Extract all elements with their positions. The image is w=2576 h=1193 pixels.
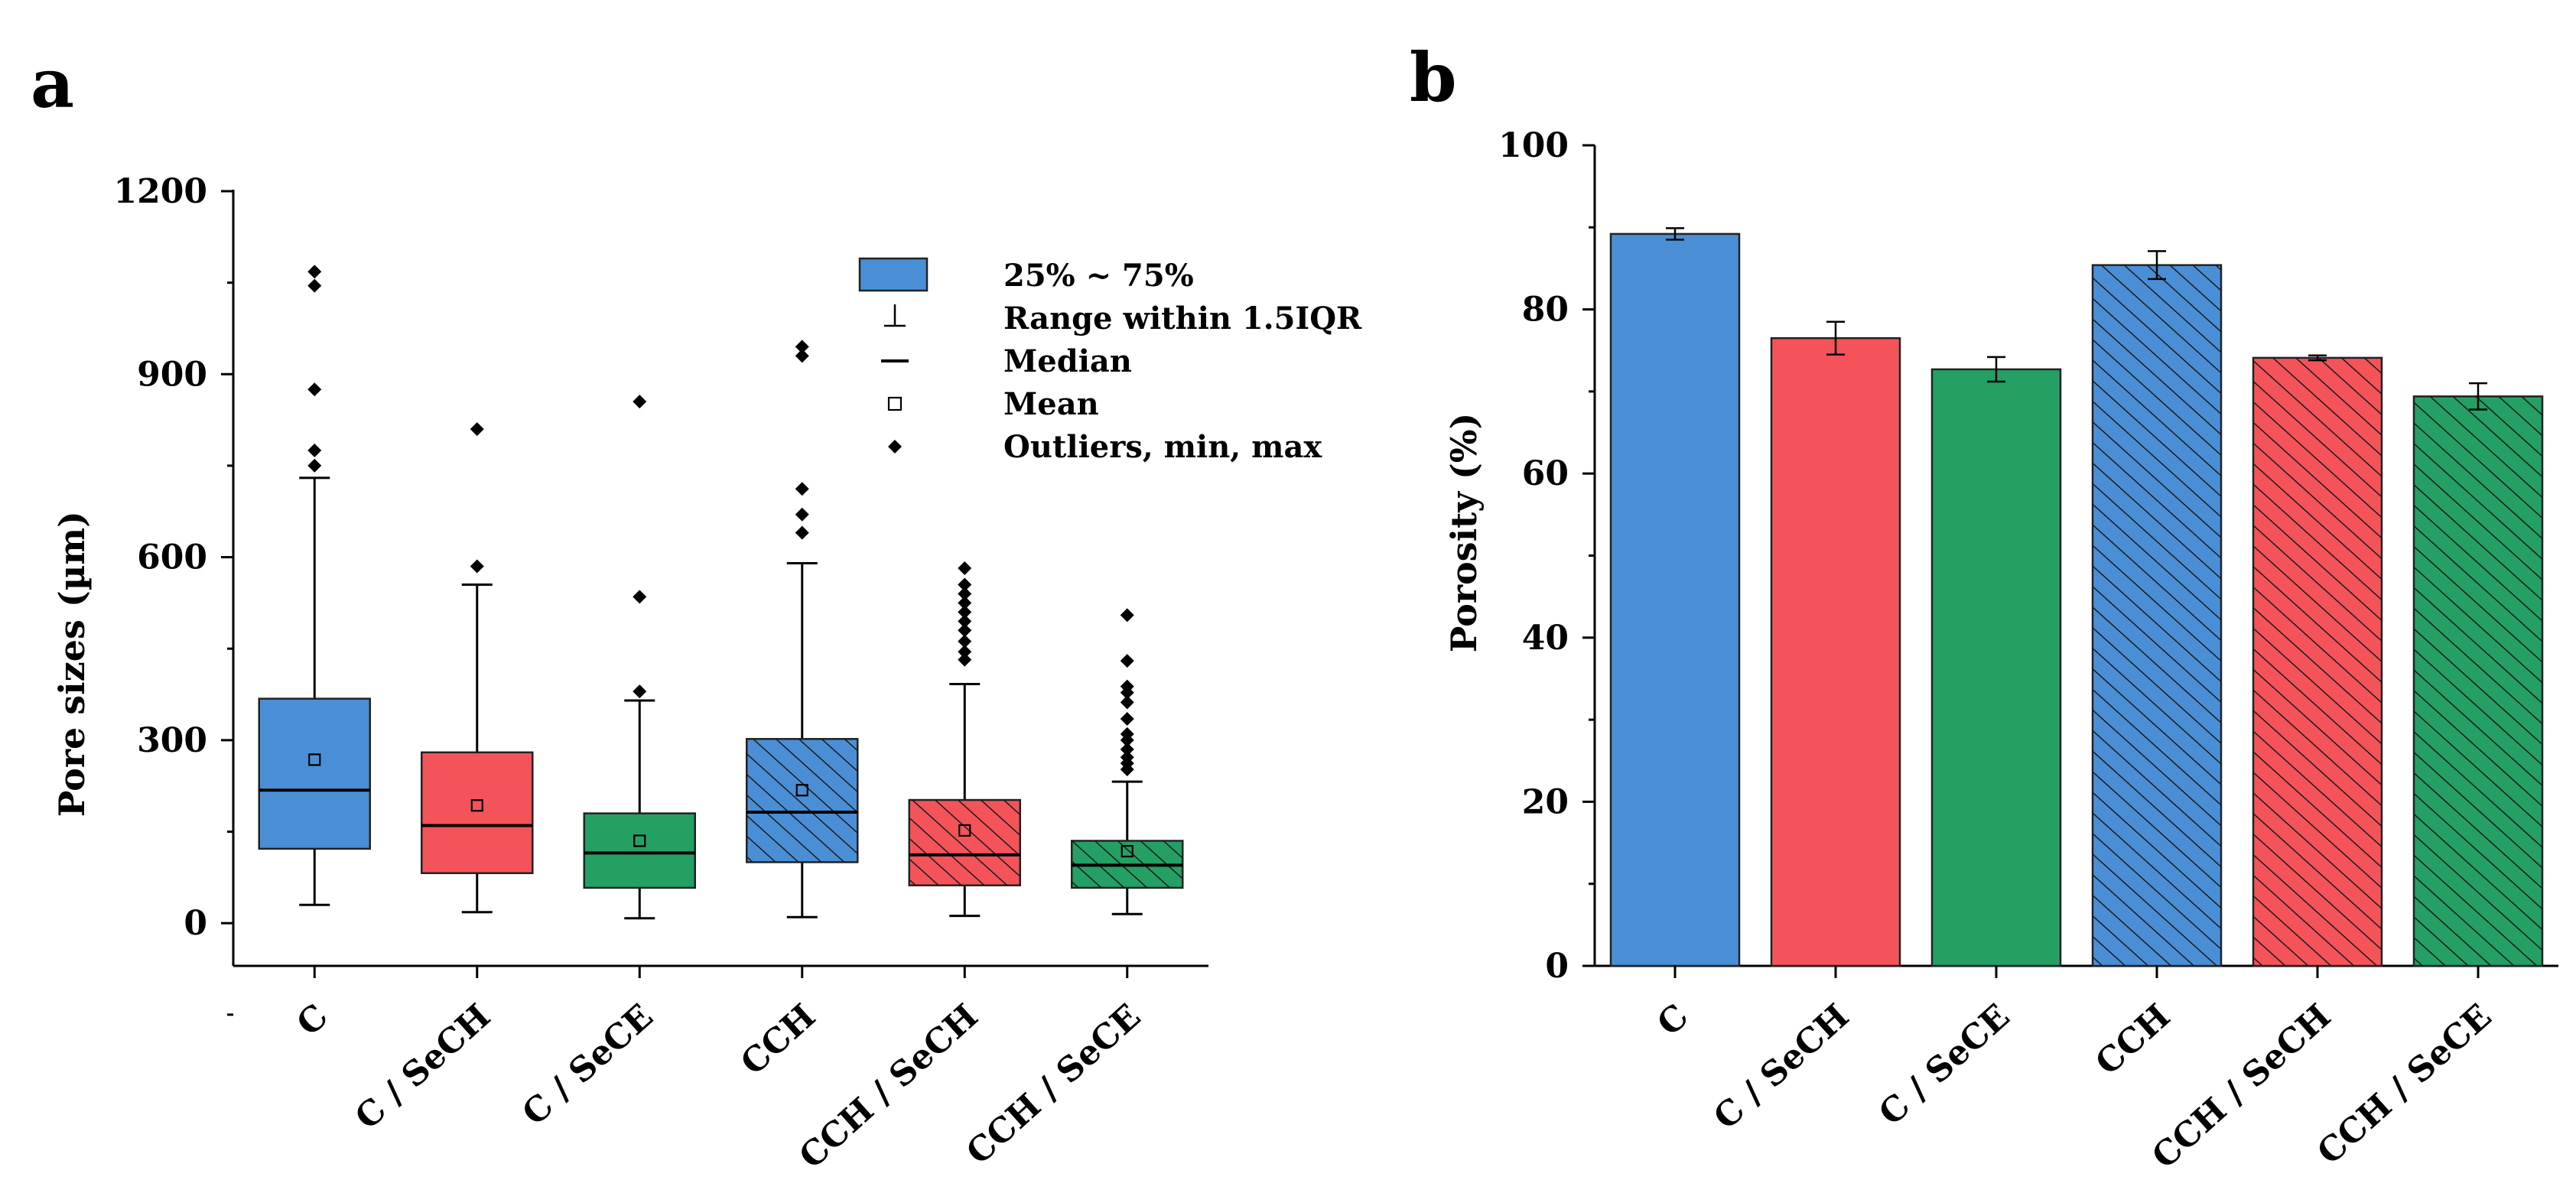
x-tick-label: C <box>289 996 335 1043</box>
mean-marker <box>1120 844 1134 858</box>
outlier-point <box>307 382 322 397</box>
x-tick-label: C / SeCH <box>348 996 498 1137</box>
outlier-point <box>1120 654 1134 668</box>
outlier-point <box>1120 608 1134 623</box>
outlier-point <box>795 482 809 496</box>
box-hatch <box>909 800 1020 886</box>
bar-hatch <box>2414 396 2542 966</box>
outlier-point <box>958 652 972 667</box>
legend-entry-label: Outliers, min, max <box>1003 429 1322 465</box>
outlier-point <box>470 559 484 574</box>
y-tick-label: 60 <box>1522 454 1569 493</box>
y-tick-label: 900 <box>137 355 207 394</box>
bar-hatch <box>2093 265 2221 967</box>
bar <box>1609 232 1741 967</box>
mean-marker <box>470 799 483 812</box>
outlier-point <box>958 596 972 610</box>
outlier-point <box>1120 711 1134 726</box>
outlier-point <box>958 577 972 592</box>
outlier-point <box>958 623 972 638</box>
y-axis-title: Porosity (%) <box>1443 413 1485 653</box>
panel-a-label: a <box>31 44 74 123</box>
outlier-point <box>307 265 322 279</box>
y-tick-label: 0 <box>1545 947 1569 986</box>
outlier-point <box>1120 679 1134 694</box>
legend-box-swatch <box>858 257 929 292</box>
outlier-point <box>1120 695 1134 710</box>
outlier-point <box>633 395 647 409</box>
y-tick-label: 0 <box>184 904 207 943</box>
y-tick-label: 600 <box>137 538 207 577</box>
y-axis-title: Pore sizes (µm) <box>51 511 93 817</box>
outlier-point <box>307 458 322 473</box>
legend-entry-label: Range within 1.5IQR <box>1003 301 1362 336</box>
legend-outlier-swatch <box>888 440 902 453</box>
outlier-point <box>958 614 972 629</box>
y-tick-label: 20 <box>1522 782 1569 821</box>
boxplot-panel: 0 300 600 900 1200 Pore sizes (µm) C C / SeCH C … <box>51 172 1362 1176</box>
outlier-point <box>307 443 322 457</box>
mean-marker <box>958 824 971 837</box>
x-tick-label: CCH / SeCE <box>2310 996 2499 1172</box>
outlier-point <box>1120 742 1134 756</box>
outlier-point <box>958 587 972 601</box>
x-tick-label: C / SeCH <box>1706 996 1856 1137</box>
outlier-point <box>795 349 809 363</box>
y-tick-label: 40 <box>1522 619 1569 658</box>
outlier-point <box>633 590 647 604</box>
y-tick-label: 80 <box>1522 291 1569 330</box>
bar <box>1930 368 2062 967</box>
mean-marker <box>633 834 646 847</box>
x-tick-label: C / SeCE <box>1872 996 2017 1133</box>
x-tick-label: C <box>1650 996 1696 1043</box>
outlier-point <box>795 340 809 354</box>
panel-b-label: b <box>1410 37 1457 117</box>
mean-marker <box>795 784 808 797</box>
bar-chart-panel: 0 20 40 60 80 100 Porosity (%) C C / SeCH C / SeC… <box>1443 126 2558 1176</box>
legend-entry-label: Mean <box>1003 386 1099 422</box>
bar <box>1770 336 1901 967</box>
x-tick-label: CCH <box>733 996 823 1083</box>
legend-mean-swatch <box>887 396 903 411</box>
legend-entry-label: 25% ~ 75% <box>1003 258 1194 294</box>
outlier-point <box>958 605 972 619</box>
mean-marker <box>308 753 321 766</box>
outlier-point <box>795 507 809 522</box>
outlier-point <box>633 684 647 699</box>
bar-hatch <box>2253 357 2382 967</box>
y-tick-label: 1200 <box>114 172 207 211</box>
outlier-point <box>958 561 972 575</box>
x-tick-label: CCH / SeCE <box>959 996 1148 1172</box>
outlier-point <box>958 634 972 649</box>
outlier-point <box>795 525 809 540</box>
box-iqr <box>258 697 371 850</box>
outlier-point <box>1120 750 1134 765</box>
x-tick-label: C / SeCE <box>515 996 660 1133</box>
outlier-point <box>958 645 972 659</box>
x-tick-label: CCH <box>2088 996 2178 1083</box>
outlier-point <box>470 422 484 437</box>
y-tick-label: 100 <box>1498 126 1569 165</box>
y-tick-label: 300 <box>137 721 207 760</box>
box-hatch <box>746 739 858 863</box>
box-iqr <box>583 812 696 889</box>
outlier-point <box>307 278 322 293</box>
legend-entry-label: Median <box>1003 343 1132 379</box>
outlier-point <box>1120 727 1134 741</box>
box-iqr <box>421 751 534 875</box>
